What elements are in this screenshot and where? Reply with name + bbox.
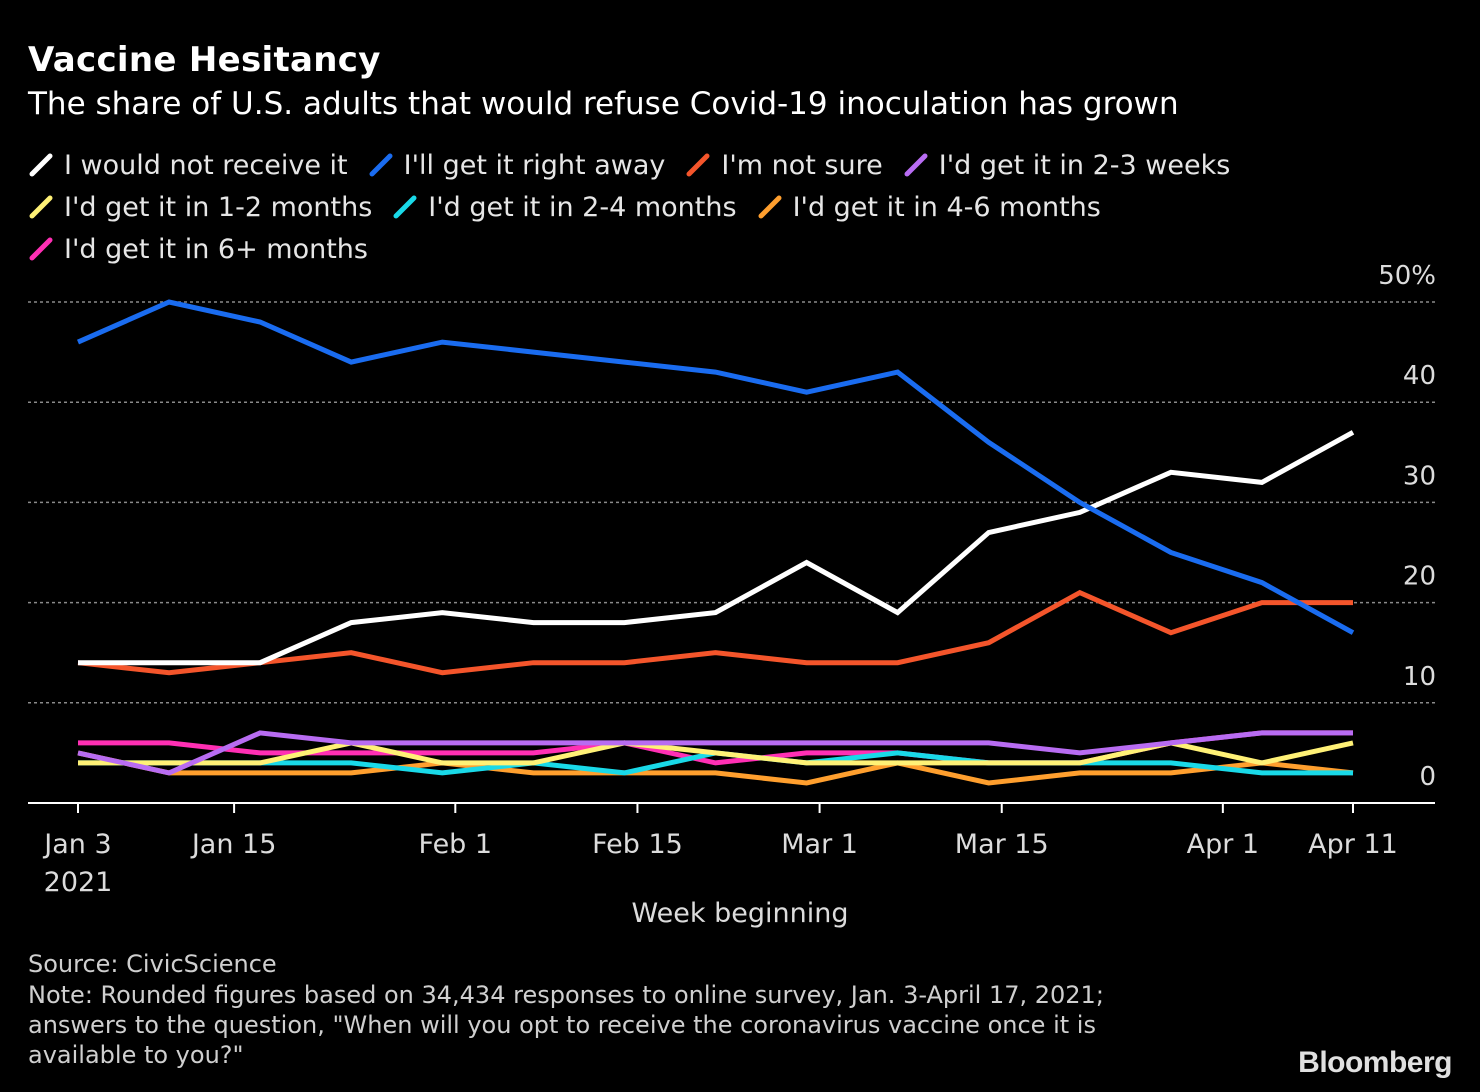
y-tick-label: 20 [1403,562,1436,592]
legend-item-i-d-get-it-in-4-6-months: I'd get it in 4-6 months [757,191,1101,223]
series-line-i-would-not-receive-it [78,430,1355,666]
legend-item-i-ll-get-it-right-away: I'll get it right away [368,149,666,181]
legend-swatch [685,152,711,178]
x-tick-sublabel: 2021 [44,867,113,898]
chart-subtitle: The share of U.S. adults that would refu… [28,86,1179,122]
legend-item-i-would-not-receive-it: I would not receive it [28,149,348,181]
legend-item-i-m-not-sure: I'm not sure [685,149,883,181]
legend-label: I'm not sure [721,149,883,181]
legend: I would not receive it I'll get it right … [28,149,1448,265]
x-tick-label: Mar 15 [955,829,1049,860]
series-line-i-m-not-sure [77,589,1353,676]
chart-title: Vaccine Hesitancy [28,40,381,80]
legend-swatch [757,194,783,220]
x-tick-label: Apr 1 [1187,829,1259,860]
legend-item-i-d-get-it-in-6-months: I'd get it in 6+ months [28,233,368,265]
bloomberg-logo: Bloomberg [1298,1046,1452,1079]
legend-label: I'd get it in 4-6 months [792,191,1101,223]
legend-label: I'd get it in 1-2 months [64,191,373,223]
x-tick-label: Jan 3 [42,829,111,860]
legend-item-i-d-get-it-in-1-2-months: I'd get it in 1-2 months [28,191,373,223]
series-line-i-d-get-it-in-4-6-months [77,750,1354,786]
legend-swatch [392,194,418,220]
series-line-i-d-get-it-in-2-3-weeks [77,730,1353,776]
legend-label: I'd get it in 2-4 months [428,191,737,223]
x-tick-label: Mar 1 [781,829,858,860]
legend-item-i-d-get-it-in-2-4-months: I'd get it in 2-4 months [392,191,737,223]
x-tick-label: Apr 11 [1308,829,1398,860]
y-tick-label: 40 [1403,361,1436,391]
y-tick-label: 30 [1403,461,1436,491]
legend-label: I'd get it in 6+ months [64,233,368,265]
legend-swatch [28,152,54,178]
legend-swatch [368,152,394,178]
y-tick-label: 50% [1378,261,1436,291]
legend-label: I would not receive it [64,149,348,181]
legend-swatch [28,194,54,220]
x-axis-title: Week beginning [631,898,849,929]
legend-item-i-d-get-it-in-2-3-weeks: I'd get it in 2-3 weeks [903,149,1231,181]
x-tick-label: Jan 15 [190,829,277,860]
x-tick-label: Feb 1 [419,829,493,860]
y-tick-label: 10 [1403,662,1436,692]
legend-label: I'll get it right away [403,149,666,181]
source-text: Source: CivicScience [28,950,277,978]
series-line-i-d-get-it-in-1-2-months [78,740,1354,766]
legend-label: I'd get it in 2-3 weeks [938,149,1231,181]
legend-swatch [903,152,929,178]
note-text: Note: Rounded figures based on 34,434 re… [28,981,1104,1069]
series-line-i-ll-get-it-right-away [76,299,1355,635]
y-tick-label: 0 [1419,762,1436,792]
line-chart: 0 10 20 30 40 50% Jan 3 2021 Jan 15 Feb 1 Feb 15 Ma… [28,261,1436,898]
x-tick-label: Feb 15 [592,829,683,860]
legend-swatch [28,236,54,262]
